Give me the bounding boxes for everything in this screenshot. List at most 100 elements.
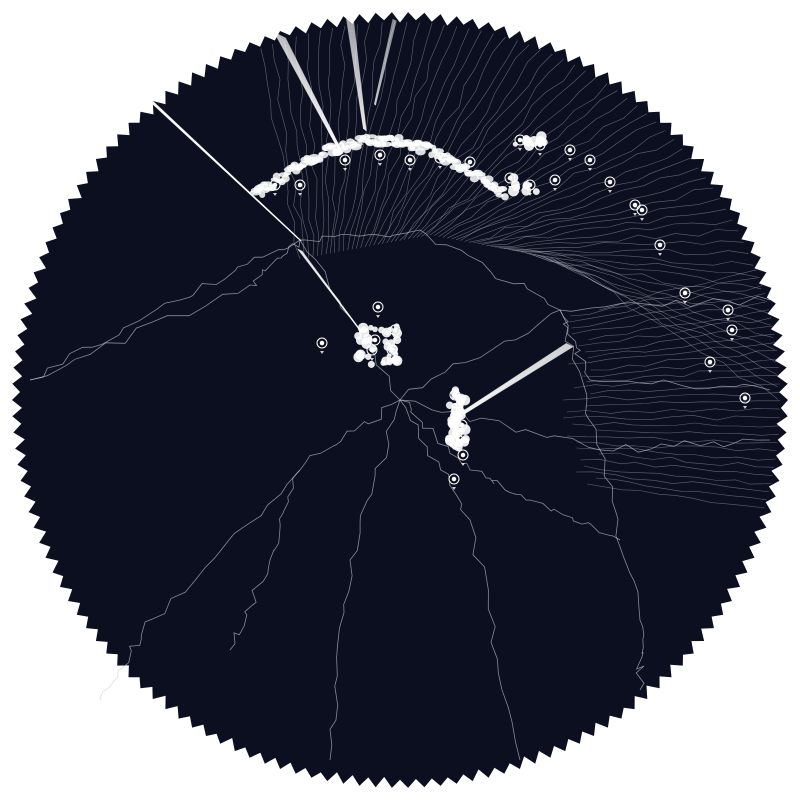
cluster-node [393,323,400,330]
radial-edge [575,471,769,493]
arc-cluster-node [259,191,266,198]
radial-edge [571,293,765,329]
cluster-node [447,418,458,429]
arc-cluster-node [484,175,494,183]
radial-edge [306,33,320,256]
radial-edge [587,483,765,509]
circle-target-icon [704,356,716,373]
triangle-down-icon [743,406,747,409]
triangle-down-icon [320,351,324,354]
beam-line [461,346,574,417]
cluster-node [391,355,403,367]
radial-edge [272,44,305,259]
cluster-node [522,134,530,143]
circle-target-icon [374,149,386,166]
triangle-down-icon [553,188,557,191]
triangle-down-icon [461,463,465,466]
radial-edge [369,26,458,247]
node-core [437,155,443,161]
tree-edge [399,399,521,761]
circle-target-icon [636,204,648,221]
radial-edge [386,36,506,244]
radial-edge [507,249,754,266]
node-ring [464,156,476,168]
node-core [272,182,278,188]
radial-edge [512,249,758,278]
node-ring [739,392,751,404]
tree-edge [399,399,621,541]
circle-target-icon [464,156,476,173]
node-ring [564,144,576,156]
node-core [407,157,413,163]
node-ring [434,152,446,164]
node-core [377,152,383,158]
arc-cluster-node [380,141,392,148]
circle-target-icon [654,239,666,256]
cluster-node [448,437,460,448]
radial-edge [580,458,773,476]
triangle-down-icon [468,170,472,173]
beam-line [301,250,362,331]
beam-line [285,37,343,152]
cluster-node [522,182,529,190]
arc-cluster-node [432,148,445,155]
cluster-node [364,353,372,360]
circle-target-icon [564,144,576,161]
node-core [451,476,457,482]
radial-edge [597,429,779,436]
cluster-node [381,327,392,338]
radial-edge [455,139,675,241]
triangle-down-icon [568,158,572,161]
triangle-down-icon [408,168,412,171]
node-ring [457,449,469,461]
radial-edge [578,317,772,347]
cluster-node [382,338,389,345]
tree-edge [29,239,301,381]
circle-target-icon [722,304,734,321]
circle-target-icon [549,174,561,191]
cluster-node [455,393,467,405]
node-core [372,337,378,343]
cluster-node [353,351,364,363]
radial-edge [324,27,333,255]
radial-edge [330,25,346,254]
radial-edge [499,240,744,251]
radial-edge [546,256,778,375]
node-core [567,147,573,153]
triangle-down-icon [726,318,730,321]
circle-target-icon [294,179,306,196]
node-ring [549,174,561,186]
radial-edge [598,269,758,311]
radial-edge [584,465,771,485]
cluster-node [393,335,402,345]
cluster-node [380,360,387,366]
cluster-node [366,336,374,344]
radial-edge [585,367,779,383]
tree-edge [399,399,645,691]
circle-target-icon [726,324,738,341]
circle-target-icon [584,154,596,171]
node-core [297,182,303,188]
radial-edge [412,64,576,239]
arc-cluster-node [469,174,480,183]
radial-edge [473,177,706,244]
radial-edge [373,28,470,246]
arc-cluster-node [428,151,435,159]
edge-group [29,21,780,761]
circle-target-icon [339,154,351,171]
radial-edge [503,248,749,256]
circle-target-icon [316,337,328,354]
radial-edge [416,70,586,238]
radial-edge [377,30,482,245]
radial-edge [585,325,773,353]
node-core [375,304,381,310]
radial-edge [486,208,727,246]
radial-edge [364,24,445,248]
cluster-node [372,326,378,333]
node-ring [294,179,306,191]
triangle-down-icon [683,301,687,304]
radial-edge [421,76,597,237]
cluster-node [391,328,403,339]
triangle-down-icon [640,218,644,221]
radial-edge [442,113,647,238]
